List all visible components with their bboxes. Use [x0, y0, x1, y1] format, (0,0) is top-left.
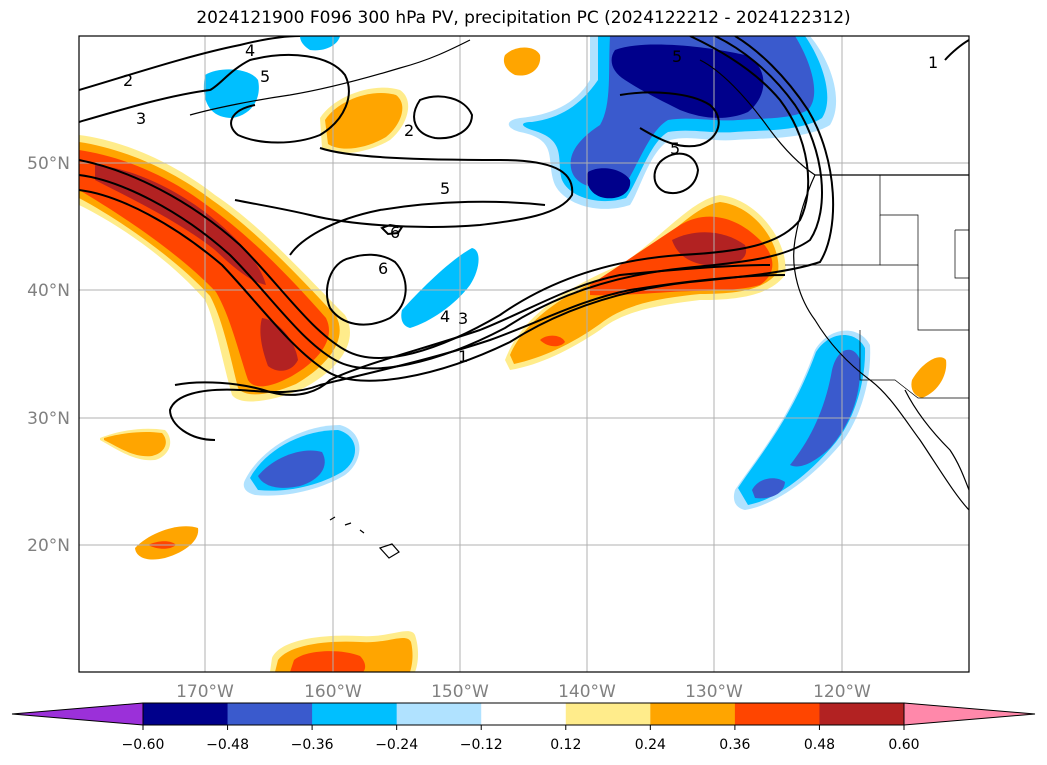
colorbar: −0.60 −0.48 −0.36 −0.24 −0.12 0.12 0.24 0.36 0.4… — [11, 702, 1036, 753]
political-borders — [785, 174, 969, 399]
map-frame — [78, 35, 970, 673]
lon-label: 130°W — [685, 682, 743, 702]
contour-label: 1 — [928, 53, 938, 72]
contour-label: 5 — [260, 67, 270, 86]
contour-label: 1 — [458, 347, 468, 366]
colorbar-tick-label: −0.36 — [291, 737, 334, 753]
colorbar-tick-label: −0.12 — [460, 737, 503, 753]
colorbar-extend-min — [12, 703, 143, 725]
lat-label: 50°N — [27, 154, 70, 174]
colorbar-segment — [819, 703, 905, 725]
map-title: 2024121900 F096 300 hPa PV, precipitatio… — [196, 8, 851, 28]
contour-label: 6 — [390, 223, 400, 242]
colorbar-segment — [227, 703, 313, 725]
contour-labels: 4 5 2 3 2 5 5 6 6 4 3 1 1 5 — [123, 41, 938, 366]
lat-label: 40°N — [27, 281, 70, 301]
colorbar-segment — [396, 703, 482, 725]
contour-label: 5 — [672, 47, 682, 66]
colorbar-segment — [734, 703, 820, 725]
lon-label: 140°W — [558, 682, 616, 702]
colorbar-segment — [650, 703, 736, 725]
coastlines — [189, 39, 969, 559]
colorbar-segment — [143, 703, 229, 725]
contour-label: 4 — [245, 41, 255, 60]
lon-label: 150°W — [431, 682, 489, 702]
contour-label: 5 — [670, 139, 680, 158]
gridlines — [79, 36, 969, 672]
colorbar-tick-label: 0.36 — [719, 737, 750, 753]
colorbar-tick-label: 0.24 — [635, 737, 666, 753]
lon-label: 170°W — [176, 682, 234, 702]
contour-label: 2 — [123, 71, 133, 90]
contour-label: 5 — [440, 179, 450, 198]
lat-label: 20°N — [27, 536, 70, 556]
lon-label: 160°W — [304, 682, 362, 702]
pv-contours — [79, 36, 969, 441]
latitude-labels: 50°N 40°N 30°N 20°N — [27, 154, 70, 556]
colorbar-tick-label: 0.12 — [550, 737, 581, 753]
contour-label: 4 — [440, 307, 450, 326]
lon-label: 120°W — [813, 682, 871, 702]
contour-label: 3 — [136, 109, 146, 128]
lat-label: 30°N — [27, 409, 70, 429]
colorbar-extend-max — [904, 703, 1035, 725]
colorbar-segment — [481, 703, 567, 725]
colorbar-tick-label: −0.60 — [122, 737, 165, 753]
colorbar-tick-label: −0.48 — [206, 737, 249, 753]
colorbar-frame — [142, 702, 905, 726]
colorbar-segment — [565, 703, 651, 725]
colorbar-segment — [312, 703, 398, 725]
contour-label: 6 — [378, 259, 388, 278]
longitude-labels: 170°W 160°W 150°W 140°W 130°W 120°W — [176, 682, 871, 702]
colorbar-tick-label: 0.48 — [804, 737, 835, 753]
colorbar-tick-label: −0.24 — [375, 737, 418, 753]
colorbar-tick-label: 0.60 — [888, 737, 919, 753]
contour-label: 2 — [404, 121, 414, 140]
contour-label: 3 — [458, 309, 468, 328]
